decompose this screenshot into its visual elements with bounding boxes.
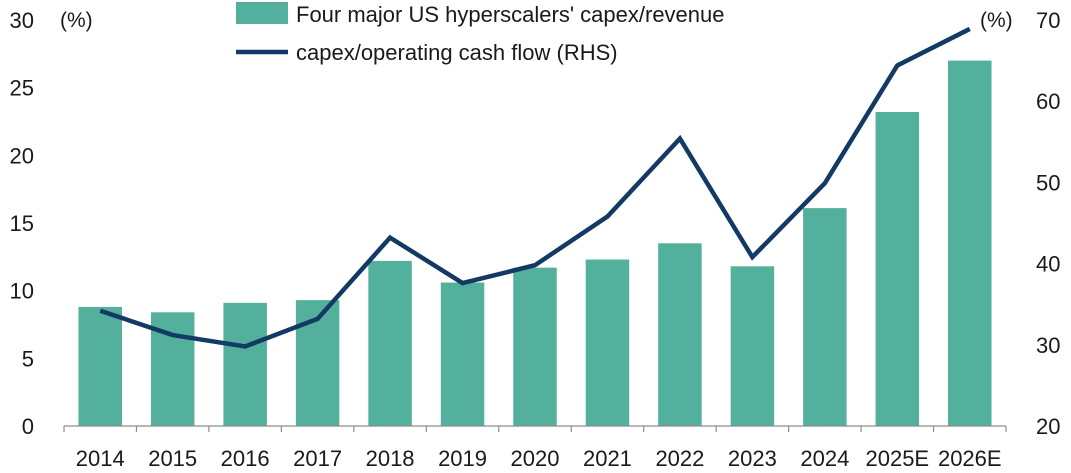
x-tick-label: 2020 — [511, 446, 560, 471]
x-tick-label: 2026E — [938, 446, 1002, 471]
right-y-tick-label: 50 — [1036, 170, 1060, 195]
left-y-tick-label: 0 — [22, 414, 34, 439]
legend-label-bar: Four major US hyperscalers' capex/revenu… — [296, 2, 725, 27]
bar-2022 — [658, 243, 702, 426]
bar-2019 — [440, 282, 485, 426]
right-axis-unit: (%) — [980, 9, 1013, 32]
x-tick-label: 2023 — [728, 446, 777, 471]
bar-2014 — [78, 306, 122, 426]
left-y-tick-label: 10 — [10, 279, 34, 304]
bars-layer — [78, 60, 992, 426]
bar-2024 — [803, 208, 847, 426]
axis-layer — [63, 425, 1007, 432]
right-y-tick-label: 30 — [1036, 333, 1060, 358]
legend-label-line: capex/operating cash flow (RHS) — [296, 40, 618, 65]
left-y-tick-label: 15 — [10, 211, 34, 236]
left-y-tick-label: 30 — [10, 8, 34, 33]
x-tick-label: 2015 — [148, 446, 197, 471]
x-tick-label: 2019 — [438, 446, 487, 471]
x-tick-label: 2021 — [583, 446, 632, 471]
bar-2023 — [730, 266, 775, 426]
right-y-tick-label: 40 — [1036, 252, 1060, 277]
left-y-tick-label: 20 — [10, 143, 34, 168]
x-tick-label: 2018 — [366, 446, 415, 471]
bar-2018 — [368, 260, 412, 426]
left-axis-unit: (%) — [60, 9, 93, 32]
left-y-tick-label: 25 — [10, 76, 34, 101]
bar-2020 — [513, 267, 557, 426]
line-layer — [99, 26, 971, 349]
x-tick-label: 2016 — [221, 446, 270, 471]
legend: Four major US hyperscalers' capex/revenu… — [236, 2, 725, 65]
x-tick-label: 2014 — [76, 446, 125, 471]
bar-2021 — [585, 259, 630, 426]
x-tick-label: 2025E — [865, 446, 929, 471]
bar-2025E — [875, 112, 920, 426]
bar-2016 — [223, 302, 267, 426]
right-y-tick-label: 70 — [1036, 8, 1060, 33]
legend-swatch-bar — [236, 2, 288, 24]
x-tick-label: 2022 — [655, 446, 704, 471]
right-y-tick-label: 60 — [1036, 89, 1060, 114]
right-y-tick-label: 20 — [1036, 414, 1060, 439]
x-tick-label: 2024 — [800, 446, 849, 471]
labels-layer: 2014 2015 2016 2017 2018 2019 2020 2021 2022 2023… — [10, 8, 1061, 471]
bar-2026E — [948, 60, 992, 426]
left-y-tick-label: 5 — [22, 346, 34, 371]
x-tick-label: 2017 — [293, 446, 342, 471]
